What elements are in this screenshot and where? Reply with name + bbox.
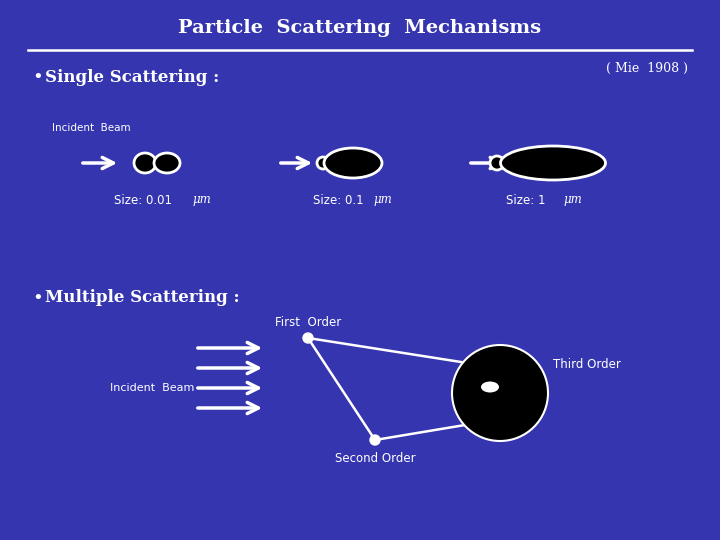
Text: μm: μm — [563, 193, 582, 206]
Text: •: • — [32, 289, 42, 307]
Text: Particle  Scattering  Mechanisms: Particle Scattering Mechanisms — [179, 19, 541, 37]
Ellipse shape — [490, 156, 504, 170]
Text: Third Order: Third Order — [553, 359, 621, 372]
Text: Incident  Beam: Incident Beam — [52, 123, 130, 133]
Ellipse shape — [481, 381, 499, 393]
Text: Single Scattering :: Single Scattering : — [45, 69, 220, 85]
Text: Second Order: Second Order — [335, 451, 415, 464]
Ellipse shape — [500, 146, 606, 180]
Text: μm: μm — [373, 193, 392, 206]
Text: Size: 1: Size: 1 — [506, 193, 554, 206]
Circle shape — [370, 435, 380, 445]
Text: Incident  Beam: Incident Beam — [110, 383, 194, 393]
Text: First  Order: First Order — [275, 315, 341, 328]
Text: •: • — [32, 68, 42, 86]
Ellipse shape — [154, 153, 180, 173]
Ellipse shape — [324, 148, 382, 178]
Text: ( Mie  1908 ): ( Mie 1908 ) — [606, 62, 688, 75]
Text: Size: 0.01: Size: 0.01 — [114, 193, 176, 206]
Circle shape — [452, 345, 548, 441]
Text: μm: μm — [192, 193, 211, 206]
Ellipse shape — [134, 153, 156, 173]
Ellipse shape — [317, 157, 329, 169]
Text: Multiple Scattering :: Multiple Scattering : — [45, 289, 240, 307]
Text: Size: 0.1: Size: 0.1 — [312, 193, 367, 206]
Circle shape — [303, 333, 313, 343]
